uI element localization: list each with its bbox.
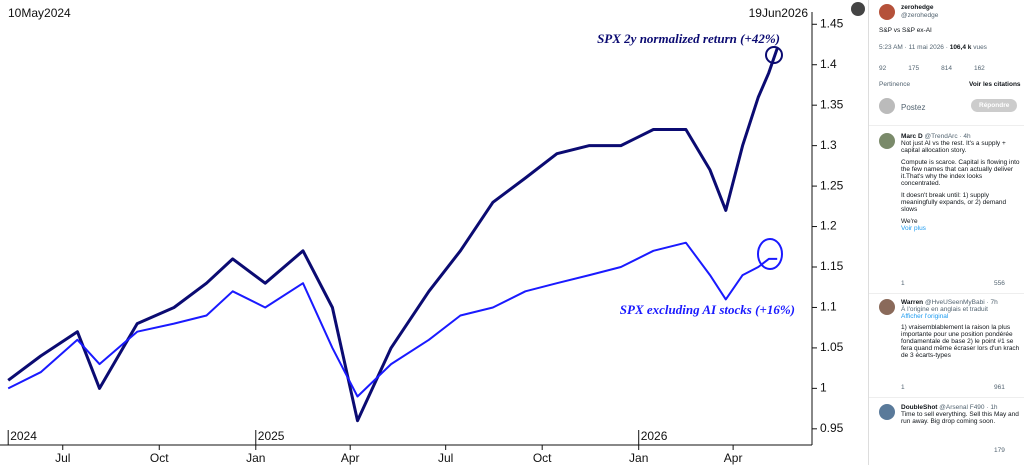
reply-stat[interactable]: 1 xyxy=(901,280,905,287)
view-count: 106,4 k xyxy=(949,44,972,51)
x-tick-label: Jan xyxy=(629,451,648,465)
y-tick-label: 1.1 xyxy=(820,300,837,314)
y-tick-label: 1.05 xyxy=(820,340,844,354)
series-label: SPX excluding AI stocks (+16%) xyxy=(620,302,795,317)
sort-menu[interactable]: Pertinence xyxy=(879,81,911,88)
series-line xyxy=(7,241,778,398)
x-tick-label: Jan xyxy=(246,451,265,465)
reply-text: It doesn't break until: 1) supply meanin… xyxy=(901,192,1007,213)
author-handle[interactable]: @Arsenal F490 · 1h xyxy=(939,404,998,411)
end-label: 19Jun2026 xyxy=(749,6,809,20)
post-time: 5:23 AM · 11 mai 2026 · xyxy=(879,44,948,51)
post-text: S&P vs S&P ex-AI xyxy=(879,27,932,34)
x-tick-label: Apr xyxy=(724,451,743,465)
reply-panel: zerohedge @zerohedge S&P vs S&P ex-AI 5:… xyxy=(868,0,1024,465)
author-handle[interactable]: @HveUSeenMyBabi · 7h xyxy=(924,299,998,306)
quotes-link[interactable]: Voir les citations xyxy=(969,81,1021,88)
y-tick-label: 1.3 xyxy=(820,138,837,152)
compose-box[interactable]: Postez xyxy=(901,103,926,112)
stat[interactable]: 162 xyxy=(973,65,985,72)
background xyxy=(0,0,866,465)
avatar xyxy=(879,299,895,315)
avatar xyxy=(879,98,895,114)
year-label: 2026 xyxy=(641,429,668,443)
reply-stat[interactable]: 961 xyxy=(994,384,1005,391)
series-label: SPX 2y normalized return (+42%) xyxy=(597,31,780,46)
x-tick-label: Jul xyxy=(438,451,453,465)
reply-text: Not just AI vs the rest. It's a supply +… xyxy=(901,140,1006,154)
avatar xyxy=(879,404,895,420)
reply: Warren @HveUSeenMyBabi · 7h À l'origine … xyxy=(901,299,1021,364)
avatar xyxy=(879,4,895,20)
reply-stat[interactable]: 1 xyxy=(901,384,905,391)
reply-text: Compute is scarce. Capital is flowing in… xyxy=(901,159,1020,187)
start-label: 10May2024 xyxy=(8,6,71,20)
reply: DoubleShot @Arsenal F490 · 1h Time to se… xyxy=(901,404,1021,430)
y-tick-label: 1.4 xyxy=(820,57,837,71)
post-stats: 92 175 814 162 xyxy=(879,65,1007,72)
chart: 10May2024 19Jun2026 0.95 1 1.05 1.1 1.15 1.2 1… xyxy=(0,0,866,465)
reply: Marc D @TrendArc · 4h Not just AI vs the… xyxy=(901,133,1021,232)
divider xyxy=(869,293,1024,294)
x-tick-label: Jul xyxy=(55,451,70,465)
author-name[interactable]: DoubleShot xyxy=(901,404,938,411)
divider xyxy=(869,125,1024,126)
view-label: vues xyxy=(973,44,987,51)
author-name[interactable]: zerohedge xyxy=(901,4,934,11)
highlight-circle xyxy=(765,46,783,64)
show-original[interactable]: Afficher l'original xyxy=(901,313,949,320)
year-label: 2025 xyxy=(258,429,285,443)
stat[interactable]: 175 xyxy=(908,65,920,72)
author-handle[interactable]: @TrendArc · 4h xyxy=(924,133,971,140)
x-tick-label: Apr xyxy=(341,451,360,465)
reply-button[interactable]: Répondre xyxy=(971,99,1018,112)
reply-stat[interactable]: 179 xyxy=(994,447,1005,454)
expand-button[interactable] xyxy=(851,2,865,16)
reply-text: 1) vraisemblablement la raison la plus i… xyxy=(901,324,1020,359)
author-name[interactable]: Warren xyxy=(901,299,924,306)
y-tick-label: 1.25 xyxy=(820,178,844,192)
author-name[interactable]: Marc D xyxy=(901,133,923,140)
author-handle[interactable]: @zerohedge xyxy=(901,12,939,19)
highlight-circle xyxy=(757,238,783,270)
x-tick-label: Oct xyxy=(150,451,169,465)
avatar xyxy=(879,133,895,149)
divider xyxy=(869,397,1024,398)
y-tick-label: 1.15 xyxy=(820,259,844,273)
see-more[interactable]: Voir plus xyxy=(901,225,926,232)
year-label: 2024 xyxy=(10,429,37,443)
reply-stat[interactable]: 556 xyxy=(994,280,1005,287)
stat[interactable]: 92 xyxy=(879,65,887,72)
y-tick-label: 1 xyxy=(820,381,827,395)
y-tick-label: 0.95 xyxy=(820,421,844,435)
translation-note: À l'origine en anglais et traduit xyxy=(901,306,988,313)
post-meta: 5:23 AM · 11 mai 2026 · 106,4 k vues xyxy=(879,44,987,51)
y-tick-label: 1.35 xyxy=(820,97,844,111)
reply-text: We're xyxy=(901,218,918,225)
reply-text: Time to sell everything. Sell this May a… xyxy=(901,411,1019,425)
stat[interactable]: 814 xyxy=(941,65,952,72)
y-tick-label: 1.45 xyxy=(820,16,844,30)
series-line xyxy=(7,48,779,423)
y-tick-label: 1.2 xyxy=(820,219,837,233)
x-tick-label: Oct xyxy=(533,451,552,465)
